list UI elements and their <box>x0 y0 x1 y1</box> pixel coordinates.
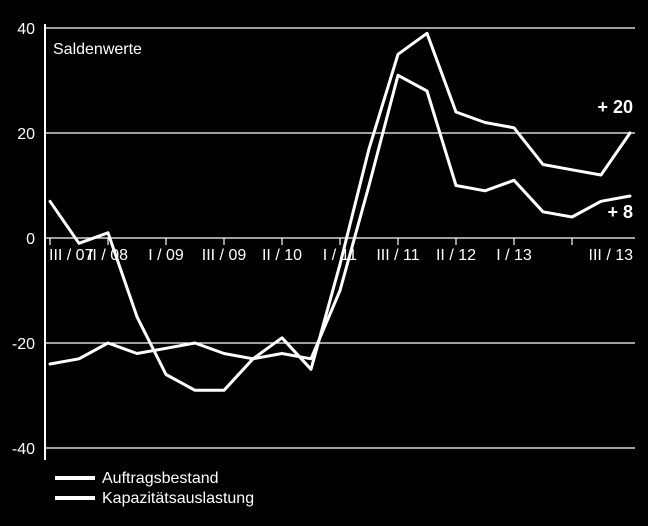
end-label-kapazitaetsauslastung: + 8 <box>607 202 633 222</box>
x-tick-label: III / 07 <box>49 247 94 264</box>
y-tick-label: 0 <box>26 231 35 248</box>
x-tick-label: II / 10 <box>262 247 302 264</box>
x-tick-label: II / 08 <box>88 247 128 264</box>
x-tick-label: III / 13 <box>589 247 634 264</box>
legend-label: Auftragsbestand <box>102 470 219 487</box>
y-tick-label: 40 <box>17 21 35 38</box>
legend-label: Kapazitätsauslastung <box>102 490 254 507</box>
y-tick-label: -40 <box>12 441 35 458</box>
x-tick-label: I / 13 <box>496 247 532 264</box>
y-tick-label: 20 <box>17 126 35 143</box>
x-tick-label: III / 09 <box>202 247 247 264</box>
x-tick-label: III / 11 <box>376 247 419 264</box>
end-label-auftragsbestand: + 20 <box>597 97 633 117</box>
x-tick-label: I / 09 <box>148 247 184 264</box>
x-tick-label: II / 12 <box>436 247 476 264</box>
line-chart: -40 -20 0 20 40 III / 07II / 08 I / 09 III / 09… <box>0 0 648 526</box>
chart-note: Saldenwerte <box>53 41 142 58</box>
y-tick-label: -20 <box>12 336 35 353</box>
